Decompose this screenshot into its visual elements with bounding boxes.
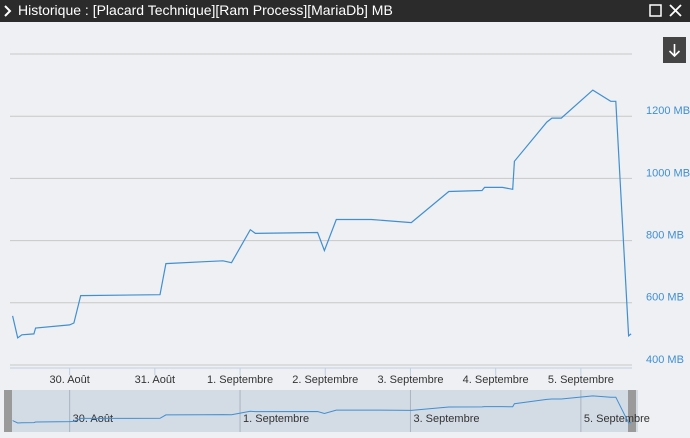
collapse-icon[interactable]: [4, 5, 12, 17]
x-tick-label: 2. Septembre: [292, 374, 358, 386]
download-arrow[interactable]: [668, 44, 681, 58]
y-tick-label: 1200 MB: [646, 105, 690, 117]
x-tick-label: 31. Août: [135, 374, 175, 386]
navigator-handle-right[interactable]: [628, 390, 636, 432]
y-tick-label: 1000 MB: [646, 167, 690, 179]
close-button[interactable]: [669, 4, 682, 17]
x-tick-label: 3. Septembre: [377, 374, 443, 386]
y-tick-label: 800 MB: [646, 230, 684, 242]
x-tick-label: 1. Septembre: [207, 374, 273, 386]
x-tick-label: 4. Septembre: [463, 374, 529, 386]
x-tick-label: 30. Août: [49, 374, 89, 386]
y-tick-label: 600 MB: [646, 292, 684, 304]
navigator-handle-left[interactable]: [4, 390, 12, 432]
x-tick-label: 5. Septembre: [548, 374, 614, 386]
download-button[interactable]: [663, 37, 686, 63]
navigator-mask: [4, 390, 638, 432]
navigator-tick-label: 5. Septembre: [584, 413, 650, 425]
navigator-line: [12, 395, 632, 424]
navigator-tick-label: 30. Août: [73, 413, 113, 425]
y-tick-label: 400 MB: [646, 354, 684, 366]
title-bar: [0, 0, 690, 22]
data-line: [12, 89, 632, 339]
maximize-button[interactable]: [649, 4, 662, 17]
navigator-tick-label: 3. Septembre: [413, 413, 479, 425]
window-title: Historique : [Placard Technique][Ram Pro…: [18, 2, 393, 18]
navigator-tick-label: 1. Septembre: [243, 413, 309, 425]
